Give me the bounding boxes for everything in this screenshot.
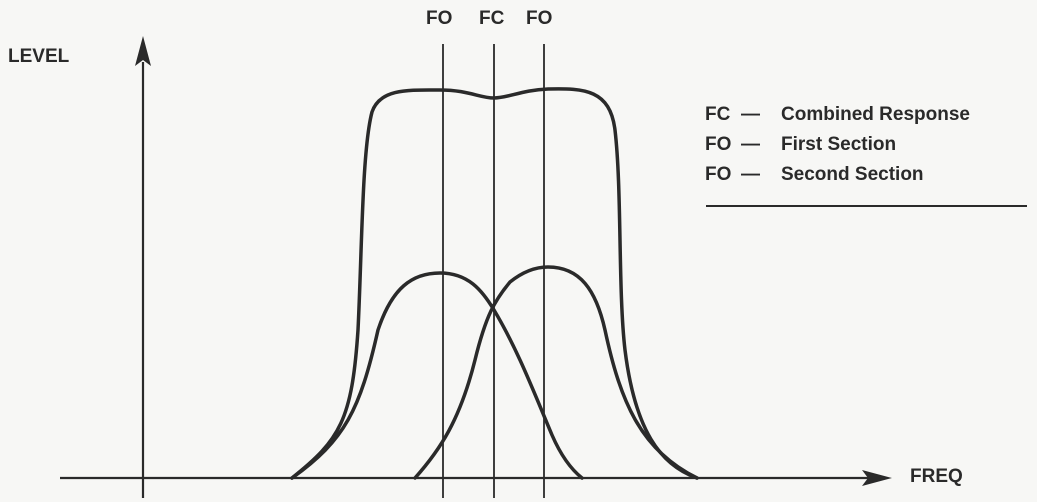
legend-row-second-section: FO — Second Section: [705, 164, 924, 186]
first-section-curve: [290, 271, 584, 480]
legend-dash: —: [741, 134, 760, 155]
x-axis-arrowhead: [862, 470, 892, 486]
marker-label-left-fo: FO: [426, 8, 453, 29]
y-axis-label: LEVEL: [8, 46, 70, 67]
y-axis-arrowhead: [135, 36, 151, 66]
legend-text: Combined Response: [781, 104, 970, 125]
legend-code: FO: [705, 164, 732, 185]
x-axis-label: FREQ: [910, 466, 963, 487]
combined-response-curve: [290, 87, 699, 480]
legend-text: First Section: [781, 134, 897, 155]
marker-label-right-fo: FO: [526, 8, 553, 29]
legend-dash: —: [741, 164, 760, 185]
second-section-curve: [413, 265, 699, 480]
legend-row-combined: FC — Combined Response: [705, 104, 970, 126]
legend-row-first-section: FO — First Section: [705, 134, 896, 156]
legend-dash: —: [741, 104, 760, 125]
legend-code: FO: [705, 134, 732, 155]
legend-text: Second Section: [781, 164, 924, 185]
marker-label-fc: FC: [479, 8, 505, 29]
legend-code: FC: [705, 104, 731, 125]
